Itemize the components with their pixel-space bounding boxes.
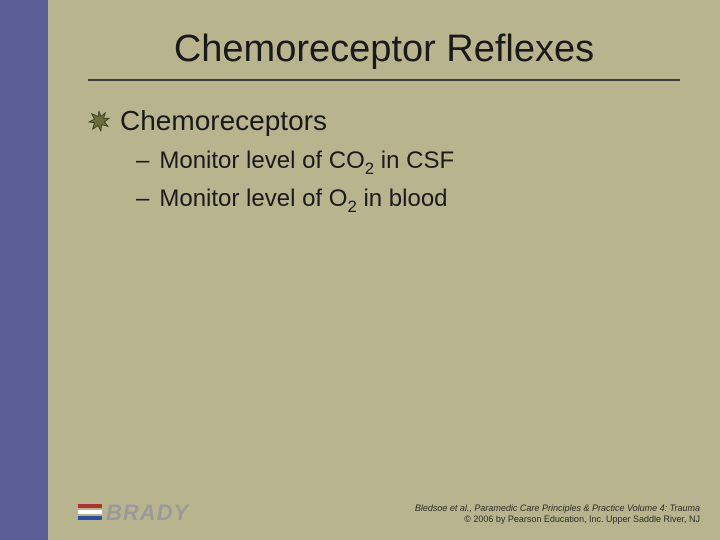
sub-suffix: in blood [357, 185, 448, 212]
starburst-icon [88, 110, 110, 132]
left-sidebar [0, 0, 48, 540]
bullet-item: Chemoreceptors [88, 105, 680, 137]
bullet-label: Chemoreceptors [120, 105, 327, 137]
footer: BRADY Bledsoe et al., Paramedic Care Pri… [78, 498, 700, 526]
sub-prefix: Monitor level of O [159, 185, 347, 212]
sub-item: – Monitor level of CO2 in CSF [136, 147, 680, 179]
title-underline [88, 79, 680, 81]
dash-icon: – [136, 185, 149, 213]
sub-subscript: 2 [365, 159, 374, 178]
citation-line1: Bledsoe et al., Paramedic Care Principle… [415, 503, 700, 515]
sub-suffix: in CSF [374, 147, 454, 174]
citation: Bledsoe et al., Paramedic Care Principle… [415, 503, 700, 526]
brand-logo: BRADY [78, 498, 208, 526]
sub-prefix: Monitor level of CO [159, 147, 364, 174]
sub-item-text: Monitor level of O2 in blood [159, 185, 447, 217]
slide-body: Chemoreceptor Reflexes Chemoreceptors – … [48, 0, 720, 540]
citation-line2: © 2006 by Pearson Education, Inc. Upper … [415, 514, 700, 526]
slide-title: Chemoreceptor Reflexes [88, 28, 680, 71]
sub-subscript: 2 [347, 197, 356, 216]
sub-item-text: Monitor level of CO2 in CSF [159, 147, 454, 179]
dash-icon: – [136, 147, 149, 175]
sub-item: – Monitor level of O2 in blood [136, 185, 680, 217]
svg-text:BRADY: BRADY [106, 500, 191, 525]
